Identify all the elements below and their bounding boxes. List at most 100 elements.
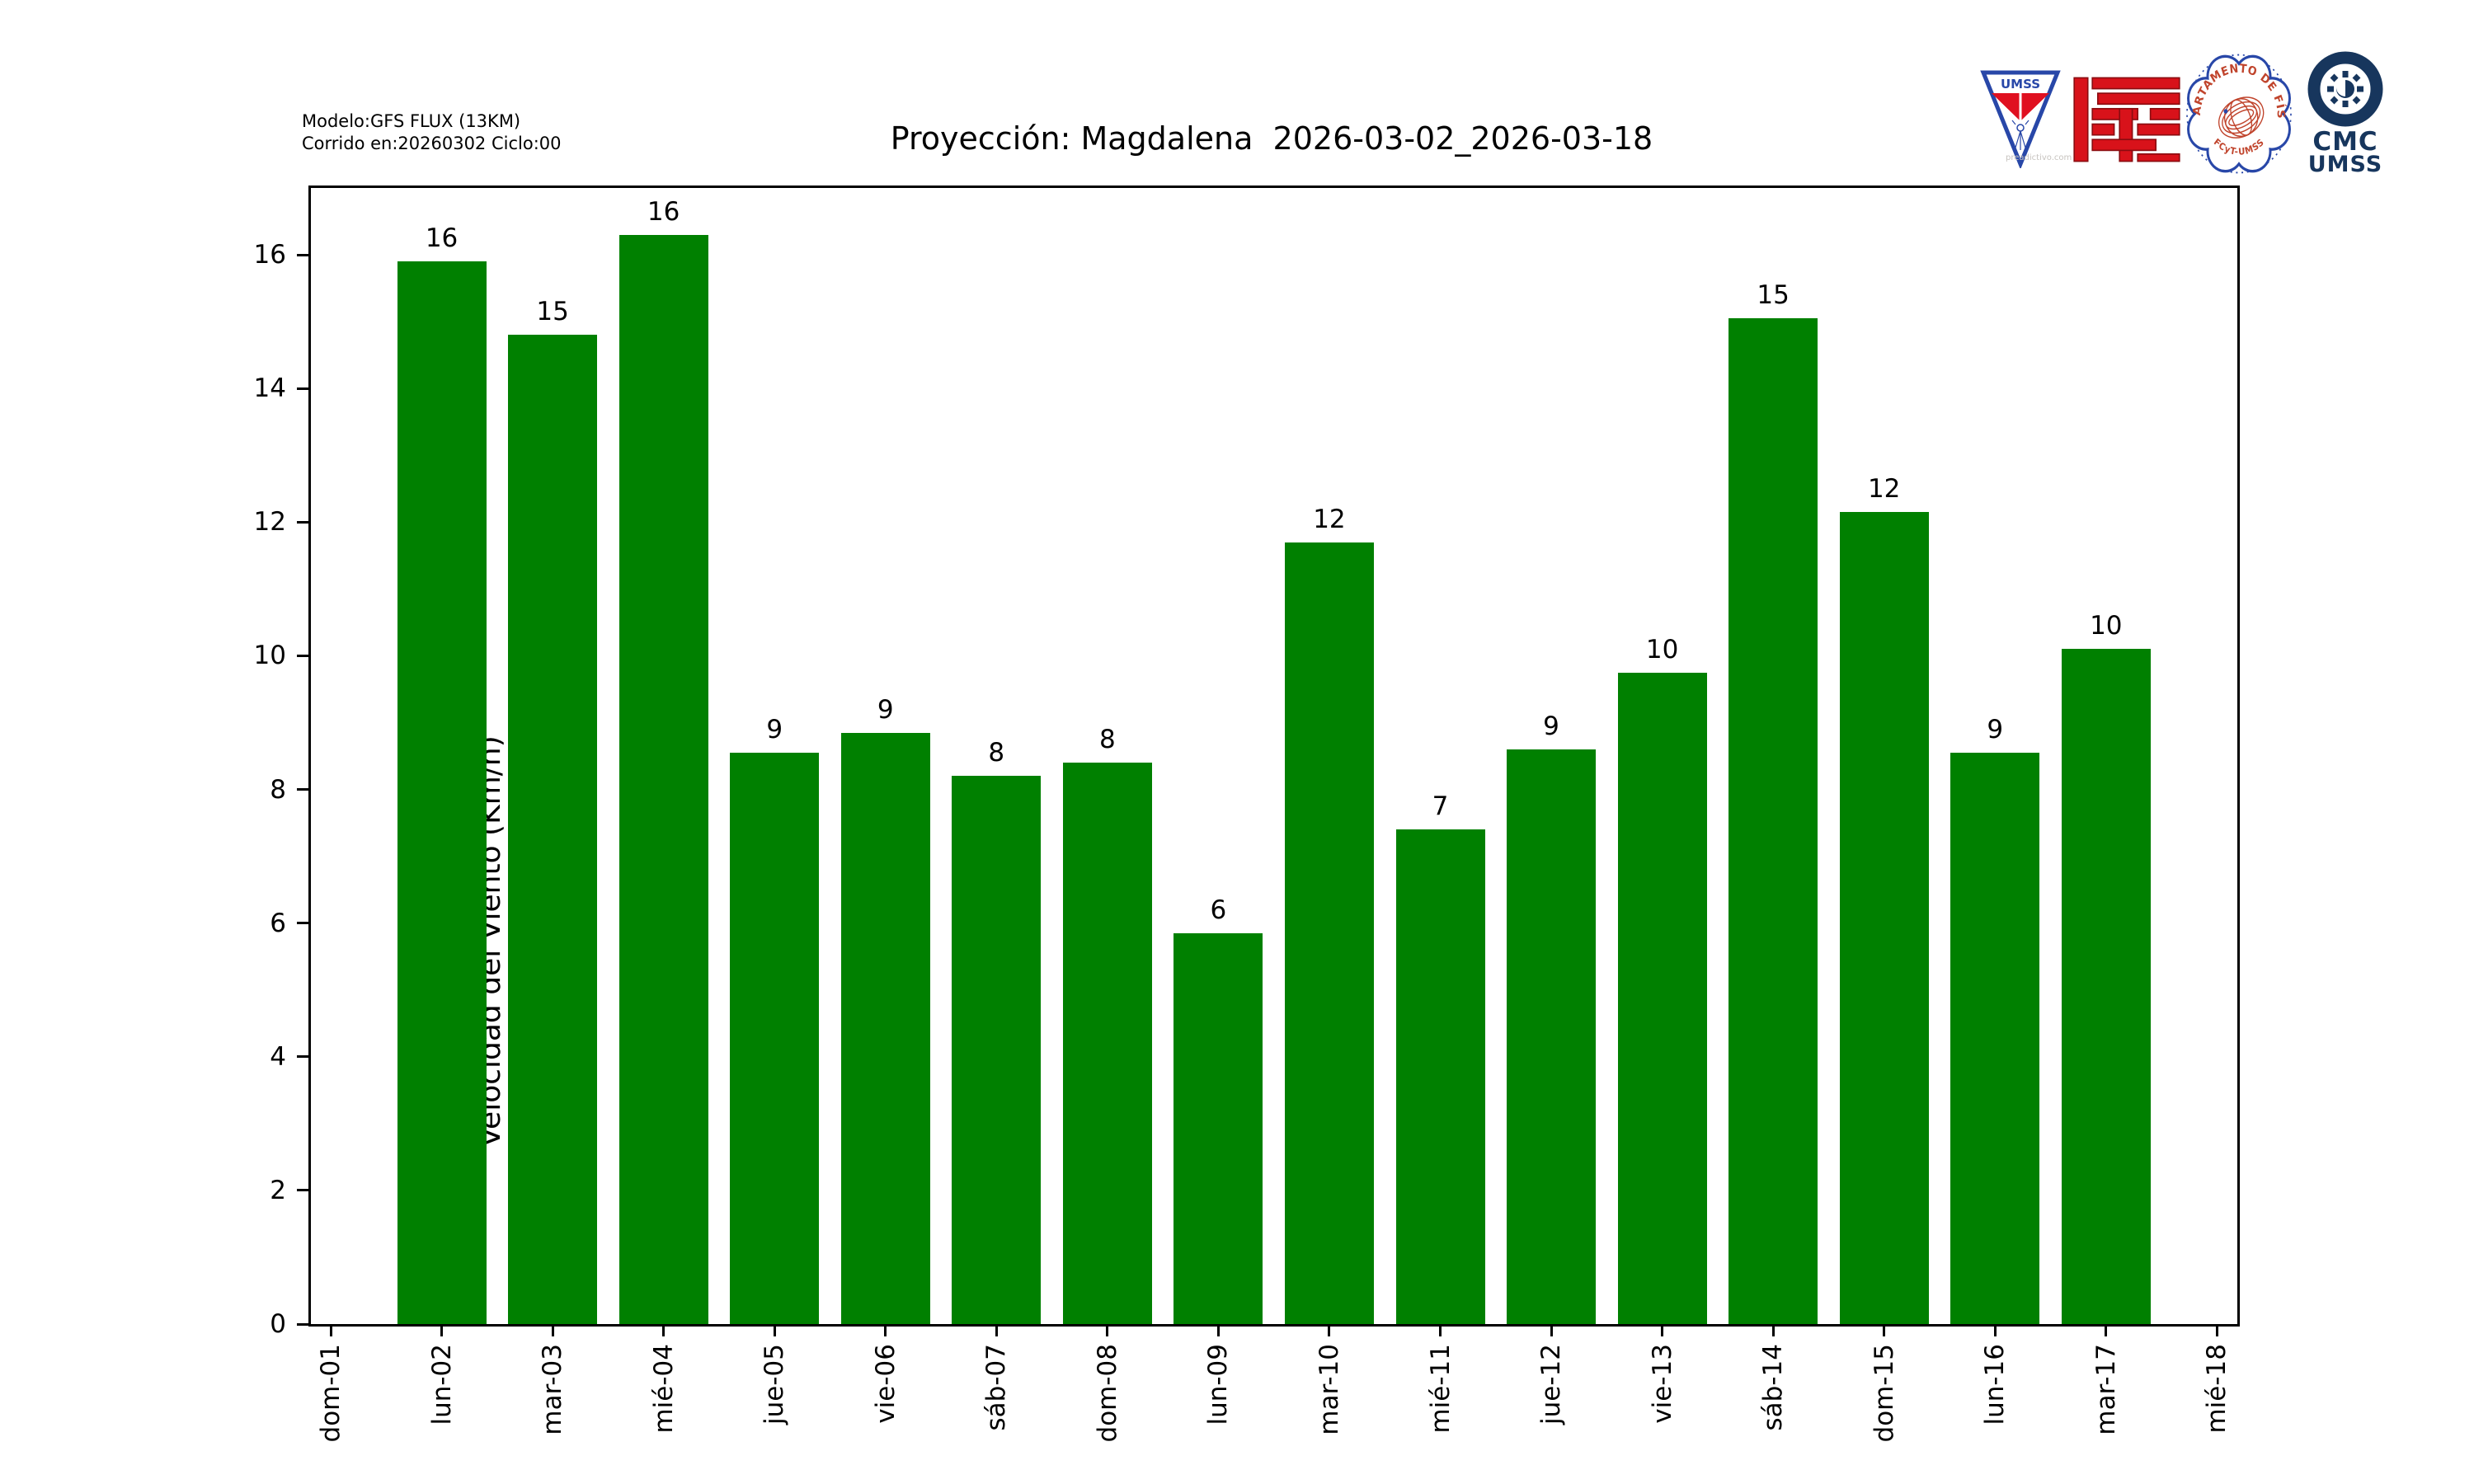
y-tick-label: 4 (270, 1041, 286, 1072)
y-tick-label: 2 (270, 1175, 286, 1205)
y-tick-label: 10 (253, 641, 286, 671)
bar-value-label: 9 (1987, 714, 2004, 744)
y-tick-label: 0 (270, 1309, 286, 1339)
y-tick (297, 654, 308, 657)
bar-value-label: 6 (1210, 895, 1227, 925)
x-tick-label: lun-09 (1203, 1344, 1234, 1425)
x-tick-label: mié-11 (1425, 1344, 1456, 1434)
x-tick (329, 1324, 332, 1336)
seal-dot (2223, 109, 2228, 114)
cmc-logo-line1: CMC (2312, 127, 2378, 157)
x-tick-label: mar-17 (2091, 1344, 2121, 1435)
y-tick-label: 6 (270, 908, 286, 938)
umss-pennant-logo: UMSS (1980, 70, 2061, 168)
y-tick (297, 922, 308, 925)
bar-value-label: 9 (877, 694, 894, 725)
y-tick (297, 1322, 308, 1326)
x-tick-label: mié-18 (2202, 1344, 2232, 1434)
pennant-umss-text: UMSS (2001, 77, 2040, 92)
x-tick-label: vie-13 (1647, 1344, 1677, 1424)
seal-shell-figure (2218, 96, 2265, 139)
bar (397, 261, 487, 1324)
seal-scalloped-border (2187, 54, 2291, 173)
bar-value-label: 10 (2090, 611, 2123, 641)
y-tick (297, 788, 308, 791)
fcyt-logo (2073, 77, 2180, 162)
bar (2061, 649, 2151, 1324)
bar (1839, 512, 1929, 1324)
bar-value-label: 10 (1645, 634, 1679, 665)
cmc-rays (2327, 71, 2363, 107)
bar (1950, 752, 2040, 1324)
x-tick (773, 1324, 776, 1336)
x-tick (1771, 1324, 1775, 1336)
bar-value-label: 15 (1757, 280, 1790, 311)
bar-value-label: 9 (766, 714, 783, 744)
x-tick-label: lun-16 (1980, 1344, 2011, 1425)
x-tick-label: vie-06 (870, 1344, 901, 1424)
x-tick (2105, 1324, 2108, 1336)
x-tick (440, 1324, 444, 1336)
x-tick-label: mié-04 (648, 1344, 679, 1434)
bar (1284, 542, 1374, 1324)
bar (508, 335, 598, 1324)
cmc-sun-icon (2307, 51, 2383, 127)
bar-value-label: 16 (647, 196, 680, 227)
x-tick-label: dom-08 (1092, 1344, 1122, 1443)
x-tick (1328, 1324, 1331, 1336)
x-tick-label: sáb-14 (1758, 1344, 1789, 1431)
bar (1617, 672, 1707, 1324)
x-tick (884, 1324, 887, 1336)
cmc-halfmoon (2336, 78, 2345, 96)
y-tick-label: 14 (253, 373, 286, 404)
x-tick (662, 1324, 666, 1336)
x-tick-label: sáb-07 (981, 1344, 1012, 1431)
bar (1729, 318, 1818, 1324)
pennant-watermark-text: preadictivo.com (2006, 153, 2072, 162)
cmc-logo-text: CMC UMSS (2289, 127, 2401, 177)
x-tick (995, 1324, 998, 1336)
bar-value-label: 8 (988, 738, 1005, 768)
bar-value-label: 7 (1432, 791, 1449, 822)
cmc-logo-line2: UMSS (2307, 152, 2383, 177)
cmc-ring (2307, 51, 2383, 127)
bar-value-label: 16 (425, 223, 459, 254)
y-tick (297, 1055, 308, 1059)
model-line2: Corrido en:20260302 Ciclo:00 (302, 134, 562, 153)
x-tick-label: jue-12 (1536, 1344, 1567, 1425)
x-tick-label: dom-15 (1869, 1344, 1899, 1443)
x-tick-label: jue-05 (760, 1344, 790, 1425)
model-line1: Modelo:GFS FLUX (13KM) (302, 111, 521, 131)
y-tick (297, 1189, 308, 1192)
x-tick-label: dom-01 (316, 1344, 346, 1443)
bar (952, 776, 1042, 1324)
seal-dotted-ring (2186, 54, 2292, 174)
bar-value-label: 12 (1313, 504, 1346, 534)
y-tick (297, 520, 308, 524)
x-tick (1106, 1324, 1109, 1336)
bar-value-label: 8 (1098, 725, 1116, 755)
bar (618, 234, 708, 1324)
bar (730, 752, 820, 1324)
x-tick (1993, 1324, 1997, 1336)
bar-value-label: 9 (1543, 711, 1559, 741)
chart-title: Proyección: Magdalena 2026-03-02_2026-03… (890, 120, 1653, 157)
bar (1174, 932, 1263, 1324)
plot-area: Velocidad del Viento (Km/h) 0 2 4 6 8 10 12 14 1… (254, 186, 2240, 1442)
y-tick-label: 8 (270, 774, 286, 805)
x-tick (551, 1324, 554, 1336)
y-tick (297, 253, 308, 256)
bar-value-label: 15 (536, 297, 569, 327)
bar (840, 732, 930, 1324)
y-tick-label: 16 (253, 240, 286, 270)
x-tick-label: lun-02 (426, 1344, 457, 1425)
model-info: Modelo:GFS FLUX (13KM) Corrido en:2026030… (302, 110, 562, 155)
bar-value-label: 12 (1867, 474, 1901, 505)
x-tick (1883, 1324, 1886, 1336)
x-tick (1216, 1324, 1220, 1336)
bar (1395, 829, 1485, 1324)
pennant-emblem-rays (2011, 120, 2030, 150)
fisica-seal-logo: DEPARTAMENTO DE FÍSICA FCyT-UMSS (2184, 51, 2292, 174)
x-tick-label: mar-03 (538, 1344, 568, 1435)
